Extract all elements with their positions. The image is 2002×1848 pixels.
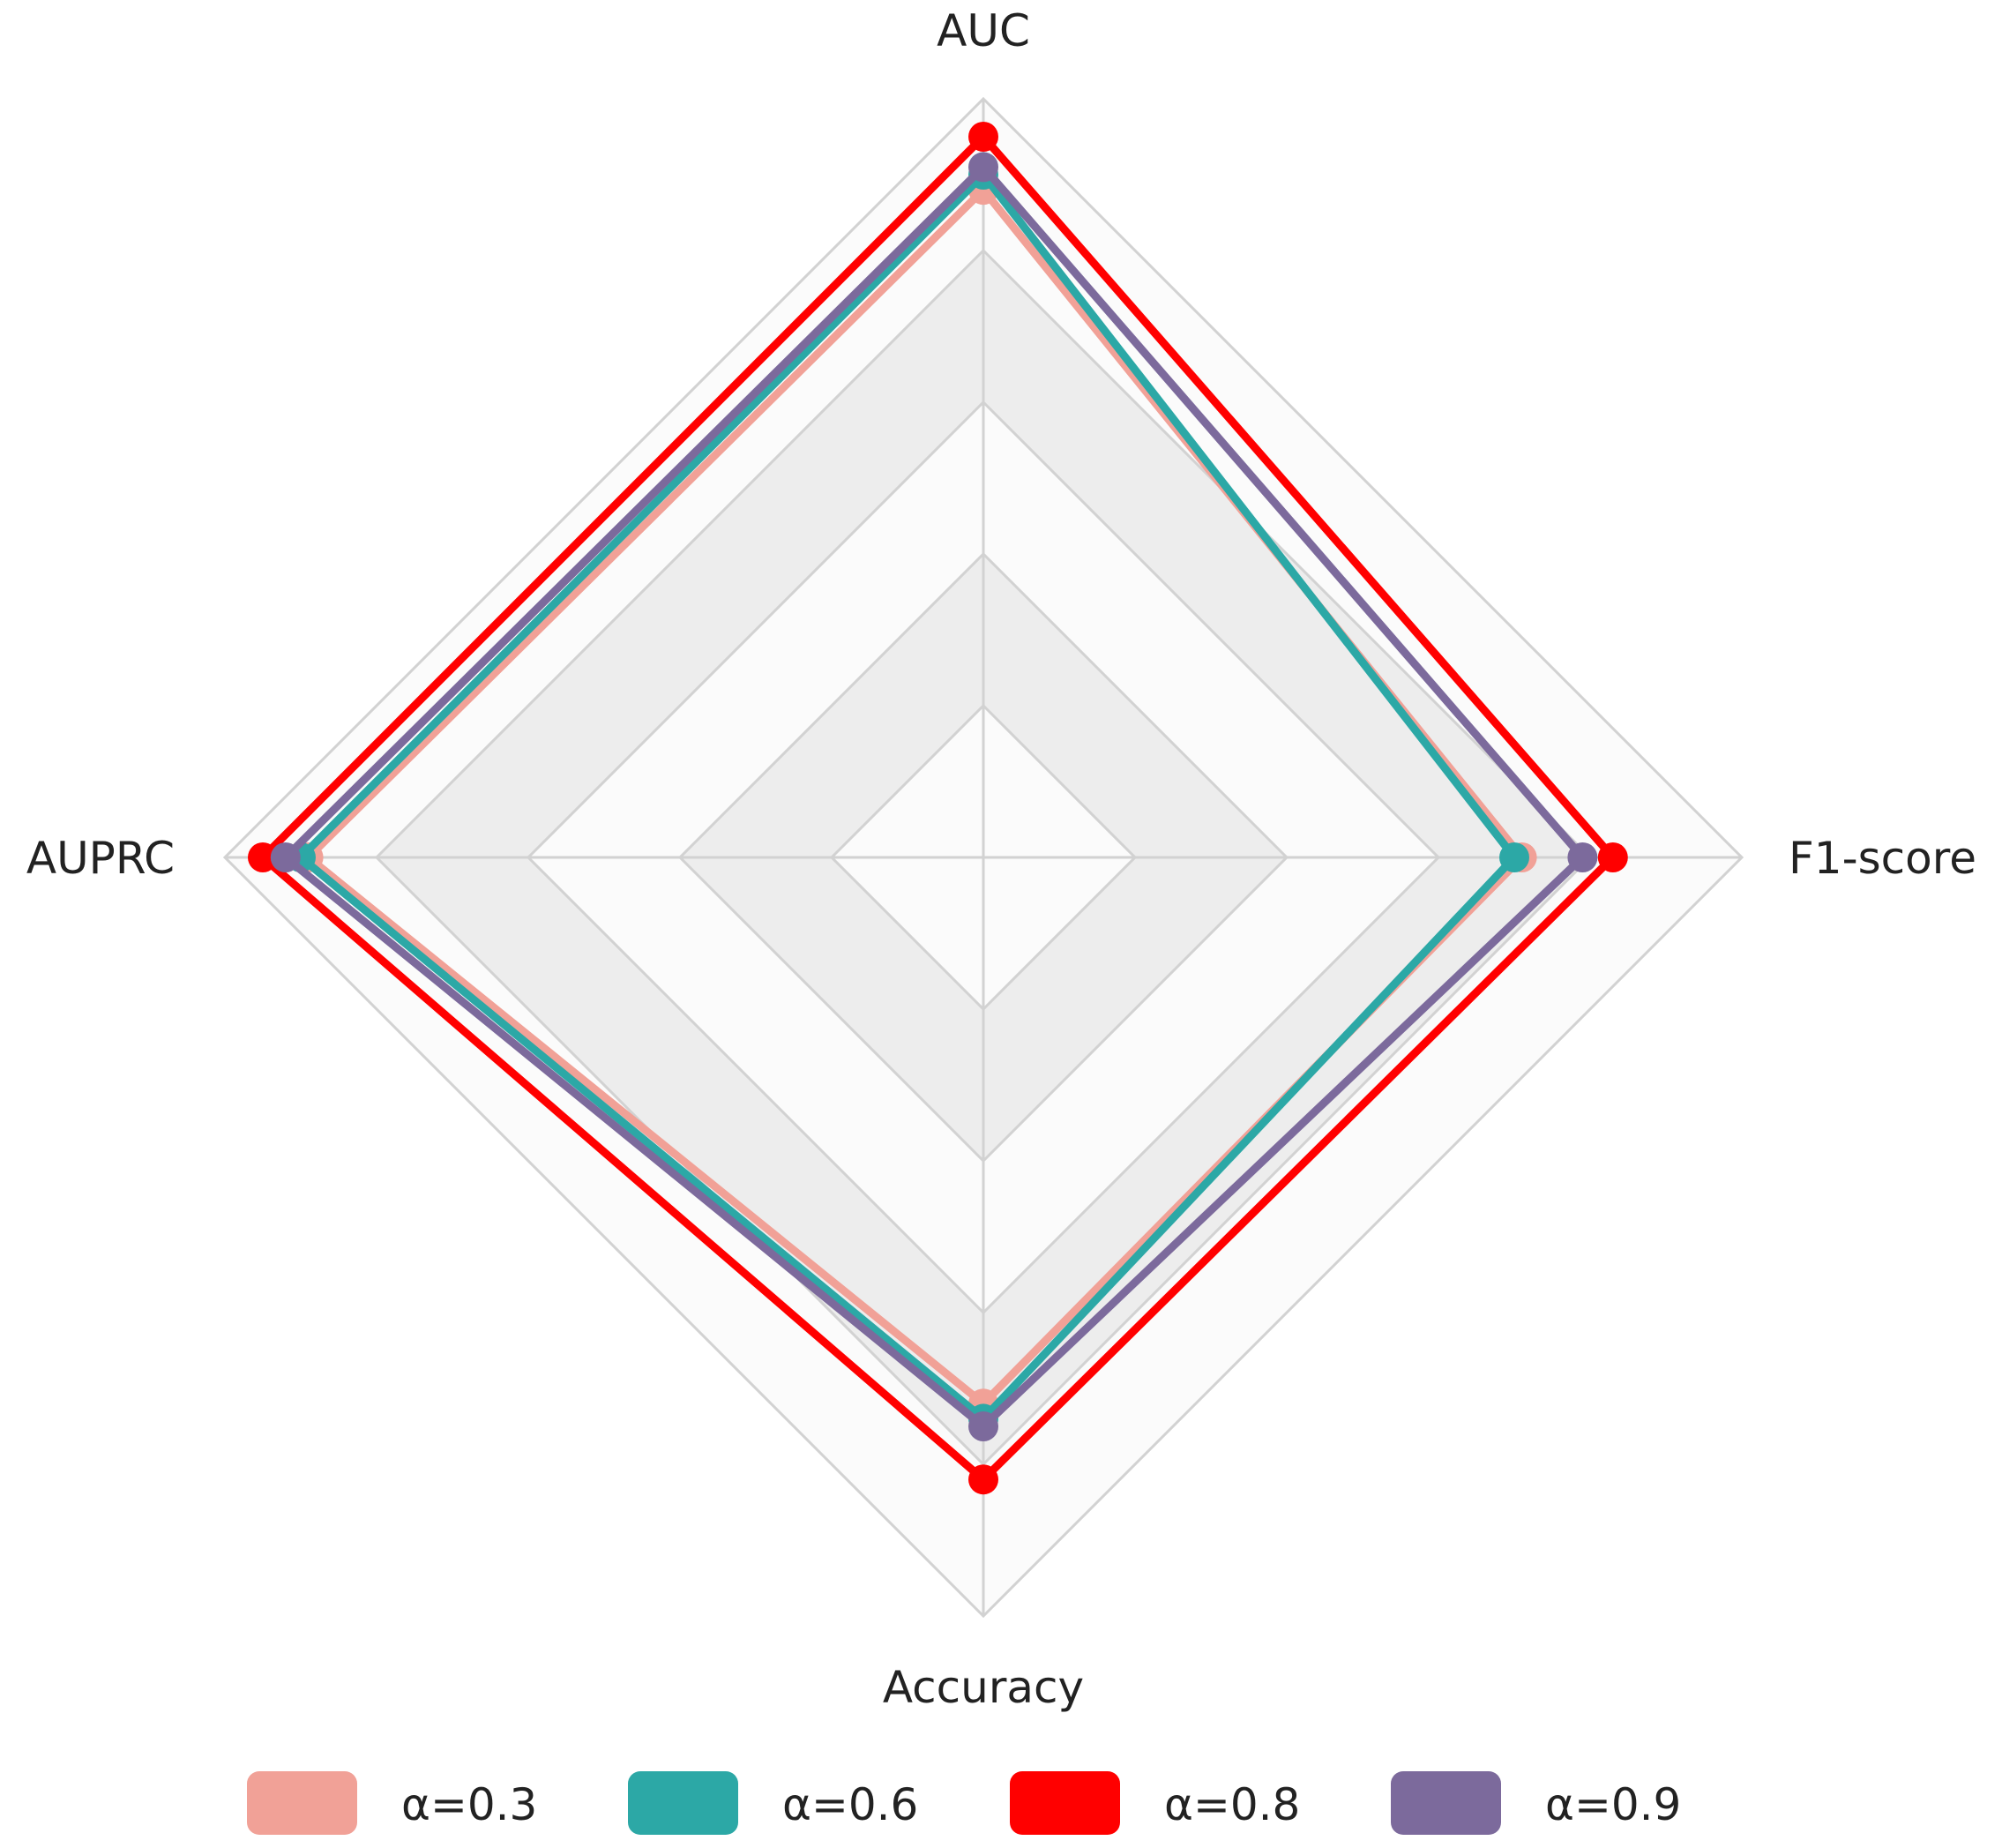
legend-label: α=0.6 xyxy=(782,1779,918,1830)
legend-item[interactable]: α=0.8 xyxy=(1010,1771,1300,1835)
axis-label-f1-score: F1-score xyxy=(1789,833,1976,884)
grid-lines xyxy=(222,96,1744,1619)
series-point[interactable] xyxy=(968,1464,998,1495)
legend-swatch xyxy=(1010,1771,1120,1835)
legend-label: α=0.3 xyxy=(401,1779,537,1830)
legend-swatch xyxy=(247,1771,357,1835)
series xyxy=(270,152,1598,1441)
legend: α=0.3 α=0.6 α=0.8 α=0.9 xyxy=(247,1771,1681,1835)
series-point[interactable] xyxy=(1567,842,1598,872)
legend-item[interactable]: α=0.3 xyxy=(247,1771,537,1835)
series xyxy=(248,122,1628,1495)
series-layer xyxy=(248,122,1628,1495)
axis-label-auprc: AUPRC xyxy=(26,833,175,884)
series-point[interactable] xyxy=(1597,842,1628,872)
legend-swatch xyxy=(1391,1771,1501,1835)
legend-swatch xyxy=(628,1771,738,1835)
series-point[interactable] xyxy=(1499,842,1529,872)
axis-label-auc: AUC xyxy=(937,5,1030,56)
legend-item[interactable]: α=0.9 xyxy=(1391,1771,1681,1835)
legend-label: α=0.9 xyxy=(1545,1779,1681,1830)
series-point[interactable] xyxy=(248,842,278,872)
legend-item[interactable]: α=0.6 xyxy=(628,1771,918,1835)
legend-label: α=0.8 xyxy=(1164,1779,1300,1830)
series-point[interactable] xyxy=(968,152,998,183)
series-point[interactable] xyxy=(968,122,998,152)
series-point[interactable] xyxy=(968,1411,998,1441)
axis-label-accuracy: Accuracy xyxy=(883,1662,1084,1713)
series-point[interactable] xyxy=(270,842,301,872)
